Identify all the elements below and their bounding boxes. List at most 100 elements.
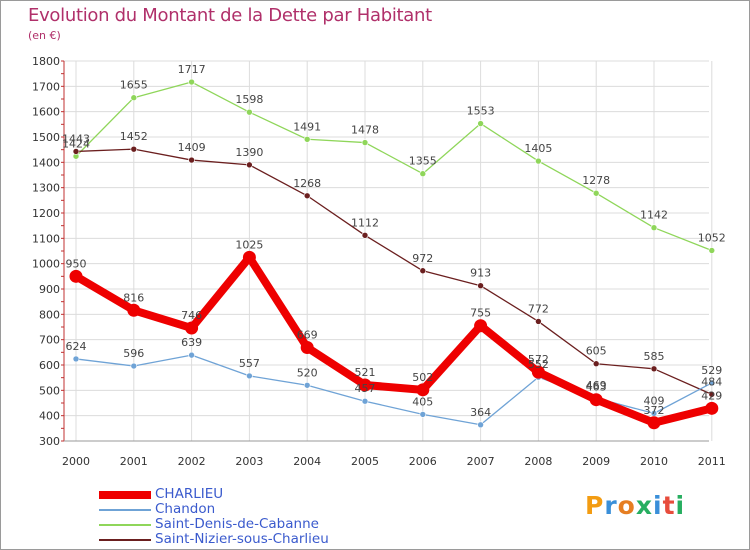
legend-label: Saint-Denis-de-Cabanne	[155, 516, 319, 532]
y-tick-label: 600	[39, 359, 60, 372]
data-point-saint-denis-de-cabanne	[303, 135, 311, 143]
data-label-charlieu: 746	[181, 309, 202, 322]
data-label-chandon: 529	[701, 364, 722, 377]
data-label-saint-nizier-sous-charlieu: 1112	[351, 216, 379, 229]
data-label-chandon: 457	[355, 382, 376, 395]
data-label-saint-nizier-sous-charlieu: 972	[412, 252, 433, 265]
data-label-saint-denis-de-cabanne: 1553	[467, 105, 495, 118]
legend-swatch	[99, 538, 151, 541]
data-point-saint-denis-de-cabanne	[419, 170, 427, 178]
proxiti-logo: Proxiti	[585, 491, 685, 520]
series-line-saint-nizier-sous-charlieu	[75, 148, 713, 396]
data-label-saint-denis-de-cabanne: 1142	[640, 209, 668, 222]
data-label-chandon: 405	[412, 395, 433, 408]
legend-swatch	[99, 490, 151, 499]
x-tick-label: 2011	[698, 455, 726, 468]
data-point-chandon	[361, 397, 369, 405]
data-label-charlieu: 572	[528, 353, 549, 366]
data-point-charlieu	[589, 393, 603, 407]
y-tick-label: 500	[39, 384, 60, 397]
data-point-chandon	[130, 362, 138, 370]
data-point-saint-nizier-sous-charlieu	[361, 231, 369, 239]
data-point-chandon	[708, 379, 716, 387]
data-point-charlieu	[300, 341, 314, 355]
data-label-chandon: 469	[586, 379, 607, 392]
data-point-charlieu	[705, 401, 719, 415]
x-tick-label: 2005	[351, 455, 379, 468]
y-tick-label: 1800	[32, 55, 60, 68]
data-point-charlieu	[242, 250, 256, 264]
legend-label: Saint-Nizier-sous-Charlieu	[155, 531, 329, 547]
logo-letter: o	[617, 491, 636, 520]
legend: CHARLIEU Chandon Saint-Denis-de-Cabanne Sai…	[99, 487, 329, 547]
data-point-saint-nizier-sous-charlieu	[592, 360, 600, 368]
data-label-saint-nizier-sous-charlieu: 605	[586, 345, 607, 358]
data-point-saint-denis-de-cabanne	[130, 94, 138, 102]
data-label-saint-nizier-sous-charlieu: 585	[644, 350, 665, 363]
x-tick-label: 2001	[120, 455, 148, 468]
legend-label: CHARLIEU	[155, 486, 224, 502]
data-label-saint-denis-de-cabanne: 1052	[698, 231, 726, 244]
y-tick-label: 700	[39, 334, 60, 347]
axis-layer: 300 400 500 600 700 800 900 1000 1100 1200 1300 140…	[32, 55, 726, 468]
x-tick-label: 2004	[293, 455, 321, 468]
data-point-saint-nizier-sous-charlieu	[650, 365, 658, 373]
data-label-chandon: 364	[470, 406, 491, 419]
legend-item: CHARLIEU	[99, 487, 329, 502]
data-point-saint-denis-de-cabanne	[477, 120, 484, 127]
y-tick-label: 1500	[32, 131, 60, 144]
data-point-saint-denis-de-cabanne	[188, 78, 195, 86]
data-point-charlieu	[185, 321, 199, 335]
data-point-charlieu	[647, 416, 661, 430]
y-tick-label: 1100	[32, 232, 60, 245]
data-label-saint-nizier-sous-charlieu: 772	[528, 302, 549, 315]
data-label-saint-denis-de-cabanne: 1717	[178, 63, 206, 76]
data-point-saint-denis-de-cabanne	[361, 139, 369, 146]
data-label-saint-nizier-sous-charlieu: 1268	[293, 177, 321, 190]
series-layer	[69, 78, 719, 430]
data-label-chandon: 520	[297, 366, 318, 379]
data-point-charlieu	[69, 269, 83, 283]
data-label-saint-denis-de-cabanne: 1405	[524, 142, 552, 155]
data-label-saint-denis-de-cabanne: 1478	[351, 124, 379, 137]
data-point-chandon	[419, 411, 427, 418]
y-tick-label: 1400	[32, 156, 60, 169]
data-label-saint-denis-de-cabanne: 1355	[409, 155, 437, 168]
y-tick-label: 400	[39, 410, 60, 423]
chart-unit: (en €)	[28, 29, 61, 42]
data-label-charlieu: 755	[470, 307, 491, 320]
logo-letter: x	[635, 491, 653, 520]
logo-letter: t	[662, 491, 676, 520]
data-label-charlieu: 463	[586, 381, 607, 394]
x-tick-label: 2010	[640, 455, 668, 468]
data-label-charlieu: 1025	[235, 238, 263, 251]
data-point-charlieu	[474, 319, 488, 333]
data-label-saint-nizier-sous-charlieu: 1443	[62, 132, 90, 145]
data-point-chandon	[303, 381, 311, 389]
data-point-charlieu	[358, 378, 372, 392]
legend-item: Chandon	[99, 502, 329, 517]
data-label-chandon: 409	[644, 394, 665, 407]
data-point-saint-nizier-sous-charlieu	[72, 148, 80, 155]
plot-area	[64, 61, 709, 441]
logo-letter: r	[604, 491, 618, 520]
data-point-chandon	[477, 421, 484, 429]
data-label-charlieu: 521	[355, 366, 376, 379]
data-point-saint-nizier-sous-charlieu	[130, 145, 138, 153]
data-point-chandon	[188, 351, 195, 359]
y-tick-label: 1300	[32, 182, 60, 195]
x-tick-label: 2009	[582, 455, 610, 468]
data-label-charlieu: 816	[123, 291, 144, 304]
data-label-charlieu: 950	[66, 257, 87, 270]
data-label-chandon: 624	[66, 340, 87, 353]
data-point-charlieu	[416, 383, 430, 397]
legend-swatch	[99, 508, 151, 511]
y-tick-label: 300	[39, 435, 60, 448]
y-tick-label: 800	[39, 308, 60, 321]
data-label-saint-nizier-sous-charlieu: 1452	[120, 130, 148, 143]
chart-title: Evolution du Montant de la Dette par Hab…	[28, 5, 432, 26]
data-label-charlieu: 429	[701, 389, 722, 402]
series-saint-denis-de-cabanne	[72, 78, 716, 254]
x-tick-label: 2006	[409, 455, 437, 468]
